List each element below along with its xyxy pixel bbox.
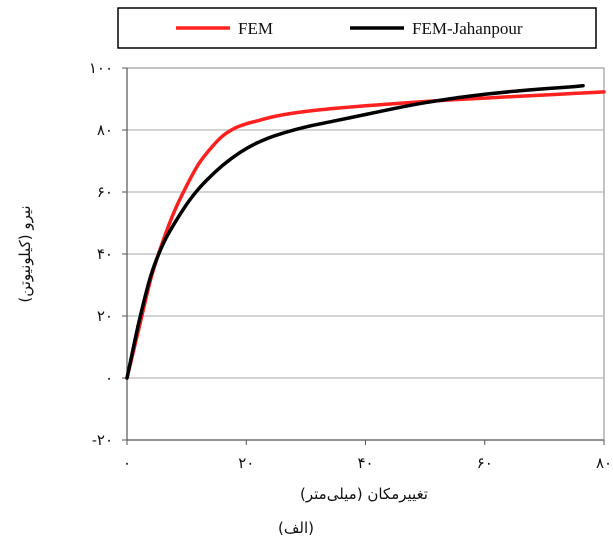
x-tick-labels: ۰ ۲۰ ۴۰ ۶۰ ۸۰ [123,440,612,472]
series-line-fem [125,90,606,380]
y-tick-label-6: ۱۰۰ [89,59,113,77]
y-tick-label-2: ۲۰ [97,307,113,325]
x-tick-label-4: ۸۰ [596,454,612,472]
legend: FEM FEM-Jahanpour [117,7,597,49]
y-tick-label-3: ۴۰ [97,245,113,263]
x-tick-label-2: ۴۰ [357,454,373,472]
legend-label-fem: FEM [238,19,273,38]
y-tick-labels: -۲۰ ۰ ۲۰ ۴۰ ۶۰ ۸۰ ۱۰۰ [89,59,127,449]
series-line-fem-jahanpour [125,83,585,380]
x-tick-label-0: ۰ [123,454,131,472]
y-tick-label-4: ۶۰ [97,183,113,201]
y-axis-title: نیرو (کیلونیوتن) [16,205,34,302]
figure-caption: (الف) [278,519,314,537]
series-layer [125,83,606,380]
legend-label-fem-jahanpour: FEM-Jahanpour [412,19,523,38]
y-tick-label-5: ۸۰ [97,121,113,139]
y-tick-label-0: -۲۰ [92,431,113,449]
grid-lines [127,129,604,379]
x-axis-title: تغییرمکان (میلی‌متر) [300,485,428,503]
x-tick-label-1: ۲۰ [238,454,254,472]
x-tick-label-3: ۶۰ [477,454,493,472]
y-tick-label-1: ۰ [105,369,113,387]
